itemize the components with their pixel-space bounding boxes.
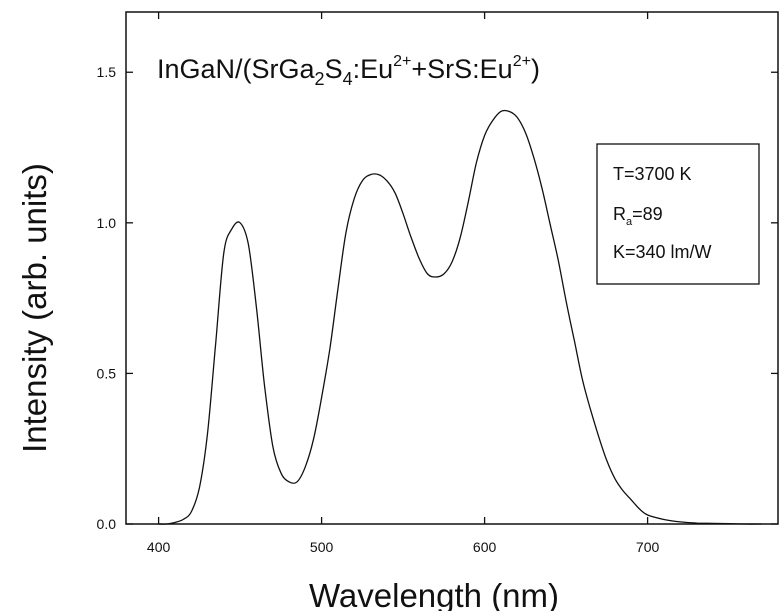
title-sup1: 2+ xyxy=(393,53,411,70)
x-tick-label: 500 xyxy=(310,539,334,555)
intensity-curve xyxy=(158,109,762,525)
info-temperature: T=3700 K xyxy=(613,164,692,184)
x-tick-label: 400 xyxy=(147,539,171,555)
y-tick-label: 0.0 xyxy=(97,516,117,532)
info-efficacy: K=340 lm/W xyxy=(613,242,712,262)
y-tick-label: 1.5 xyxy=(97,64,117,80)
y-axis-ticks: 0.0 0.5 1.0 1.5 xyxy=(97,64,778,532)
y-axis-title: Intensity (arb. units) xyxy=(16,163,53,453)
info-ra-sub: a xyxy=(626,216,633,228)
plot-frame xyxy=(125,11,779,525)
x-axis-title: Wavelength (nm) xyxy=(309,577,559,611)
chart-title: InGaN/(SrGa2S4:Eu2++SrS:Eu2+) xyxy=(157,53,540,89)
title-mid1: S xyxy=(325,54,343,84)
title-prefix: InGaN/(SrGa xyxy=(157,54,316,84)
title-suffix: ) xyxy=(531,54,540,84)
title-mid3: +SrS:Eu xyxy=(411,54,512,84)
x-axis-ticks: 400 500 600 700 xyxy=(147,12,660,555)
x-tick-label: 700 xyxy=(636,539,660,555)
info-ra-main: R xyxy=(613,204,626,224)
info-box-border xyxy=(596,143,760,285)
info-box: T=3700 K Ra=89 K=340 lm/W xyxy=(596,143,760,285)
y-tick-label: 1.0 xyxy=(97,215,117,231)
y-tick-label: 0.5 xyxy=(97,365,117,381)
info-ra-rest: =89 xyxy=(632,204,663,224)
title-sup2: 2+ xyxy=(513,53,531,70)
x-tick-label: 600 xyxy=(473,539,497,555)
title-sub1: 2 xyxy=(315,69,325,89)
title-mid2: :Eu xyxy=(353,54,394,84)
info-ra: Ra=89 xyxy=(613,204,663,228)
title-sub2: 4 xyxy=(343,69,353,89)
